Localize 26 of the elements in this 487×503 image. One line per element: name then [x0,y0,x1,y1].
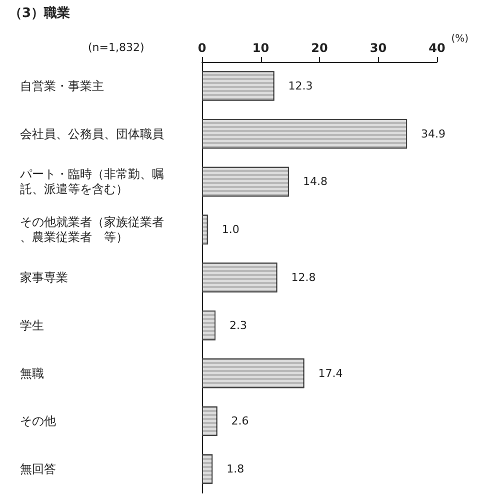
x-tick-label: 10 [252,41,270,55]
data-label: 17.4 [318,366,343,380]
data-label: 1.8 [226,462,244,476]
data-label: 14.8 [302,175,328,188]
data-label: 34.9 [421,127,446,140]
y-tick-label: 無回答 [20,462,56,476]
text: (n=1,832) [88,41,144,54]
data-label: 12.8 [291,271,316,284]
x-tick-label: 20 [311,41,328,55]
text: （3）職業 [9,5,70,21]
y-tick-label: その他 [20,414,56,428]
x-tick-label: 0 [198,41,206,55]
data-label: 2.3 [230,318,248,332]
y-tick-label: 会社員、公務員、団体職員 [20,126,164,141]
x-tick-label: 40 [428,41,446,55]
y-tick-label: 家事専業 [20,270,68,284]
y-tick-label: パート・臨時（非常勤、嘱託、派遣等を含む） [19,167,164,196]
x-tick-label: 30 [370,41,387,55]
data-label: 12.3 [288,79,313,92]
y-tick-label: 自営業・事業主 [20,78,104,93]
data-label: 1.0 [222,223,240,236]
x-axis-title: (%) [451,34,469,44]
y-tick-label: 無職 [20,366,44,380]
y-tick-label: 学生 [20,318,44,332]
y-tick-label: その他就業者（家族従業者、農業従業者 等） [20,215,164,244]
data-label: 2.6 [231,414,249,428]
